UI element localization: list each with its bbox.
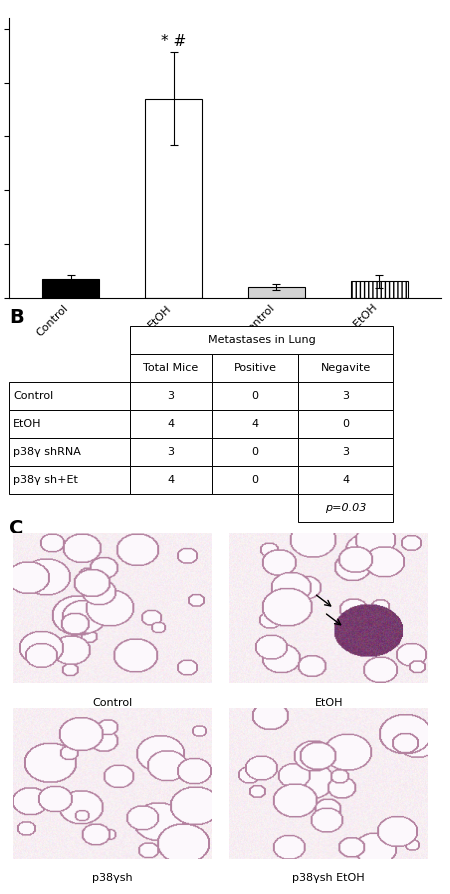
FancyBboxPatch shape (212, 354, 298, 382)
FancyBboxPatch shape (212, 382, 298, 410)
FancyBboxPatch shape (298, 382, 393, 410)
Text: p38γsh EtOH: p38γsh EtOH (292, 873, 365, 882)
Text: Negavite: Negavite (321, 363, 371, 373)
Text: 0: 0 (252, 475, 259, 485)
FancyBboxPatch shape (9, 466, 130, 494)
FancyBboxPatch shape (298, 438, 393, 466)
Text: 3: 3 (167, 391, 175, 401)
FancyBboxPatch shape (212, 438, 298, 466)
Text: Control: Control (14, 391, 54, 401)
Text: Metastases in Lung: Metastases in Lung (208, 335, 315, 345)
Text: p=0.03: p=0.03 (325, 503, 367, 513)
FancyBboxPatch shape (130, 438, 212, 466)
Text: Total Mice: Total Mice (144, 363, 198, 373)
FancyBboxPatch shape (212, 410, 298, 438)
FancyBboxPatch shape (130, 382, 212, 410)
Text: 4: 4 (252, 419, 259, 429)
FancyBboxPatch shape (9, 382, 130, 410)
Text: p38γsh: p38γsh (92, 873, 133, 882)
Text: 4: 4 (342, 475, 350, 485)
Text: * #: * # (161, 34, 186, 49)
Text: 4: 4 (167, 419, 175, 429)
FancyBboxPatch shape (298, 410, 393, 438)
FancyBboxPatch shape (130, 326, 393, 354)
Text: 3: 3 (167, 447, 175, 457)
FancyBboxPatch shape (130, 466, 212, 494)
FancyBboxPatch shape (130, 354, 212, 382)
Text: 0: 0 (342, 419, 350, 429)
Text: 0: 0 (252, 391, 259, 401)
Text: EtOH: EtOH (14, 419, 42, 429)
Text: EtOH: EtOH (315, 697, 343, 707)
FancyBboxPatch shape (298, 354, 393, 382)
FancyBboxPatch shape (9, 438, 130, 466)
Text: 3: 3 (342, 391, 350, 401)
FancyBboxPatch shape (130, 410, 212, 438)
Text: Control: Control (93, 697, 133, 707)
FancyBboxPatch shape (9, 410, 130, 438)
Text: 4: 4 (167, 475, 175, 485)
Text: p38γ sh+Et: p38γ sh+Et (14, 475, 78, 485)
Bar (248, 287, 305, 298)
Text: p38γ shRNA: p38γ shRNA (14, 447, 81, 457)
Text: 0: 0 (252, 447, 259, 457)
Text: C: C (9, 519, 23, 538)
Text: 3: 3 (342, 447, 350, 457)
FancyBboxPatch shape (212, 466, 298, 494)
Text: B: B (9, 308, 24, 327)
FancyBboxPatch shape (298, 466, 393, 494)
Text: Positive: Positive (234, 363, 277, 373)
FancyBboxPatch shape (298, 494, 393, 522)
Bar (42, 279, 99, 298)
Bar (351, 282, 408, 298)
Bar (145, 98, 202, 298)
